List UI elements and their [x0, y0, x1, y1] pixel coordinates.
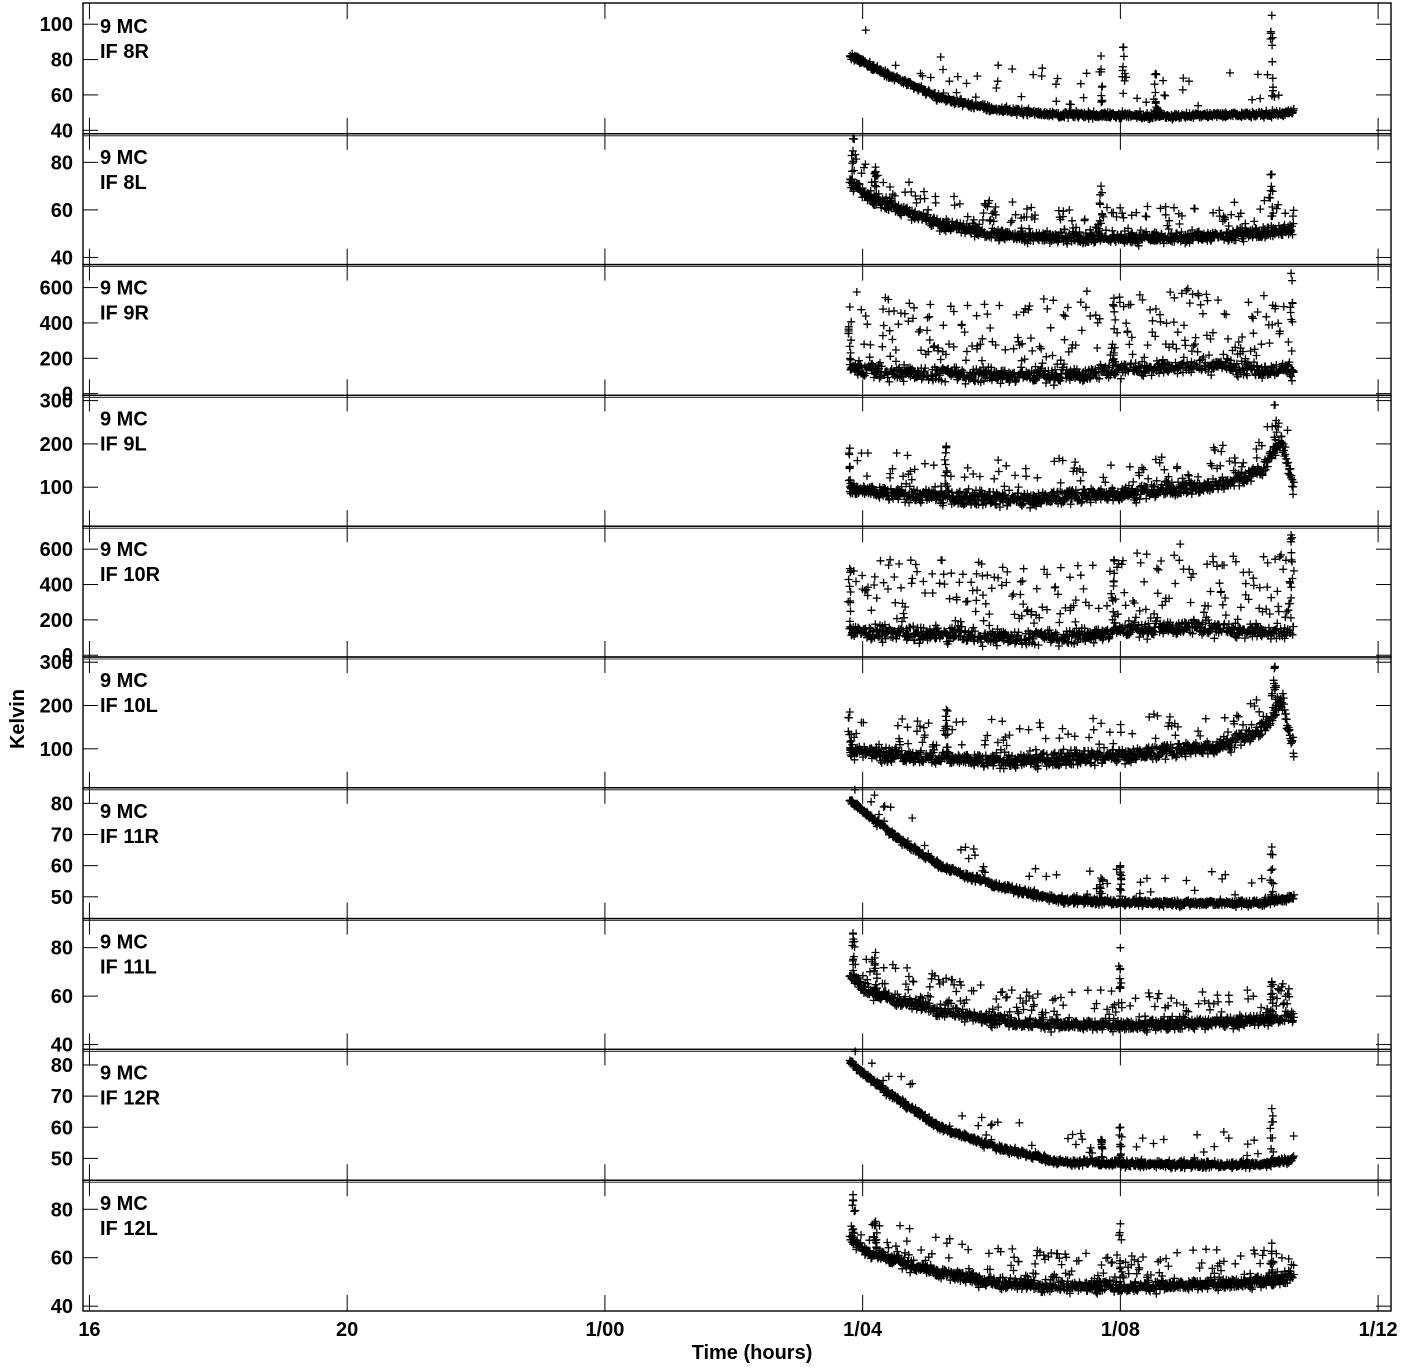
y-tick-label: 200	[40, 348, 73, 370]
panel-channel-label: IF 10R	[100, 564, 161, 586]
panel: 40 60 80 9 MC IF 8L	[51, 133, 1392, 269]
data-points	[845, 1047, 1298, 1173]
x-tick-label: 1/12	[1359, 1319, 1398, 1341]
panel-channel-label: IF 9R	[100, 303, 149, 325]
panel: 0 200 400 600 9 MC IF 9R	[40, 263, 1392, 406]
y-tick-label: 200	[40, 434, 73, 456]
data-points	[844, 662, 1298, 773]
y-tick-label: 600	[40, 278, 73, 300]
panel-frame	[82, 394, 1392, 527]
panel-source-label: 9 MC	[100, 408, 148, 430]
x-tick-label: 1/00	[585, 1319, 624, 1341]
panel-source-label: 9 MC	[100, 147, 148, 169]
y-tick-label: 600	[40, 539, 73, 561]
y-tick-label: 50	[51, 1148, 73, 1170]
y-tick-label: 400	[40, 575, 73, 597]
y-tick-label: 60	[51, 85, 73, 107]
panel-frame	[82, 263, 1392, 397]
data-points	[844, 269, 1298, 390]
data-points	[845, 134, 1298, 250]
panel: 40 60 80 100 9 MC IF 8R	[40, 2, 1392, 142]
panel-channel-label: IF 12L	[100, 1218, 158, 1240]
y-tick-label: 70	[51, 1086, 73, 1108]
y-tick-label: 80	[51, 152, 73, 174]
y-tick-label: 100	[40, 14, 73, 36]
panel: 40 60 80 9 MC IF 11L	[51, 917, 1392, 1057]
y-tick-label: 40	[51, 1035, 73, 1057]
panel-channel-label: IF 11L	[100, 957, 157, 979]
x-tick-label: 1/04	[843, 1319, 883, 1341]
x-tick-label: 1/08	[1101, 1319, 1140, 1341]
panel-channel-label: IF 11R	[100, 826, 159, 848]
y-tick-label: 60	[51, 1117, 73, 1139]
y-axis-title: Kelvin	[7, 689, 29, 749]
y-tick-label: 400	[40, 313, 73, 335]
y-tick-label: 60	[51, 200, 73, 222]
panel-channel-label: IF 8R	[100, 41, 149, 63]
y-tick-label: 80	[51, 793, 73, 815]
y-tick-label: 50	[51, 887, 73, 909]
y-tick-label: 40	[51, 1296, 73, 1318]
y-tick-label: 80	[51, 50, 73, 72]
y-tick-label: 100	[40, 739, 73, 761]
x-tick-label: 16	[78, 1319, 100, 1341]
data-points	[845, 1190, 1298, 1298]
y-tick-label: 60	[51, 986, 73, 1008]
panel-source-label: 9 MC	[100, 932, 148, 954]
y-tick-label: 40	[51, 247, 73, 269]
panel-source-label: 9 MC	[100, 1062, 148, 1084]
y-tick-label: 80	[51, 1199, 73, 1221]
y-tick-label: 70	[51, 825, 73, 847]
panel-source-label: 9 MC	[100, 539, 148, 561]
y-tick-label: 0	[62, 645, 73, 667]
x-tick-label: 20	[336, 1319, 358, 1341]
panel-frame	[82, 656, 1392, 789]
panel-frame	[82, 133, 1392, 266]
y-tick-label: 300	[40, 391, 73, 413]
data-points	[845, 929, 1298, 1036]
y-tick-label: 200	[40, 696, 73, 718]
y-tick-label: 200	[40, 610, 73, 632]
panel: 100 200 300 9 MC IF 10L	[40, 652, 1392, 789]
y-tick-label: 300	[40, 652, 73, 674]
panel: 0 200 400 600 9 MC IF 10R	[40, 525, 1392, 667]
panel-channel-label: IF 8L	[100, 172, 147, 194]
y-tick-label: 0	[62, 384, 73, 406]
panel-channel-label: IF 10L	[100, 695, 158, 717]
y-tick-label: 60	[51, 856, 73, 878]
panel: 100 200 300 9 MC IF 9L	[40, 391, 1392, 527]
panel-source-label: 9 MC	[100, 801, 148, 823]
panel-source-label: 9 MC	[100, 1193, 148, 1215]
data-points	[845, 785, 1298, 912]
panel: 50 60 70 80 9 MC IF 11R	[51, 785, 1392, 920]
panel-source-label: 9 MC	[100, 16, 148, 38]
panel: 50 60 70 80 9 MC IF 12R	[51, 1047, 1392, 1181]
panel-source-label: 9 MC	[100, 278, 148, 300]
y-tick-label: 40	[51, 120, 73, 142]
y-tick-label: 60	[51, 1248, 73, 1270]
panel-frame	[82, 525, 1392, 658]
y-tick-label: 80	[51, 938, 73, 960]
data-points	[846, 11, 1298, 124]
data-points	[844, 400, 1298, 512]
x-axis-title: Time (hours)	[692, 1342, 813, 1364]
y-tick-label: 80	[51, 1055, 73, 1077]
panel-channel-label: IF 9L	[100, 433, 147, 455]
panel-frame	[82, 787, 1392, 920]
data-points	[844, 531, 1298, 651]
y-tick-label: 100	[40, 477, 73, 499]
panel: 40 60 80 9 MC IF 12L	[51, 1179, 1392, 1318]
panel-channel-label: IF 12R	[100, 1087, 161, 1109]
panel-frame	[82, 1179, 1392, 1312]
panel-source-label: 9 MC	[100, 670, 148, 692]
